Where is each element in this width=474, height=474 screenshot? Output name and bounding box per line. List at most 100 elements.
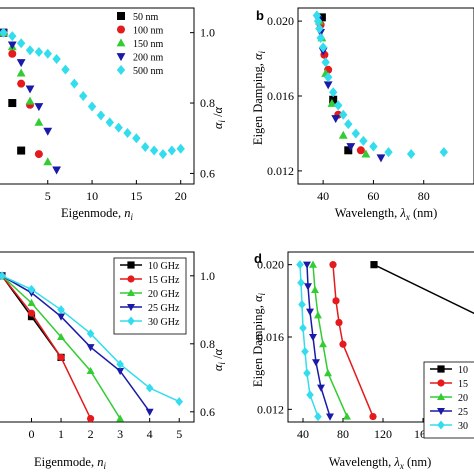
panel-b-point-500-nm xyxy=(313,16,323,27)
panel-d-legend-label-20-ghz: 20 xyxy=(458,393,468,404)
panel-d-x-axis-label: Wavelength, λx (nm) xyxy=(329,455,432,471)
panel-c-x-label-var: n xyxy=(97,455,103,469)
panel-a-point-500-nm xyxy=(34,47,44,57)
panel-c-x-tick-label: 3 xyxy=(117,427,123,441)
panel-a-frame xyxy=(0,7,195,185)
panel-d-x-tick-label: 120 xyxy=(374,427,392,441)
panel-c-point-20-ghz xyxy=(57,332,66,341)
panel-c-x-label-sub: i xyxy=(103,461,106,471)
panel-b-x-label-var: λ xyxy=(399,206,406,220)
panel-c-point-30-ghz xyxy=(27,284,36,294)
panel-b-point-500-nm xyxy=(384,147,393,158)
panel-a-point-500-nm xyxy=(0,27,8,38)
panel-a-y-tick-label: 1.0 xyxy=(200,26,215,40)
panel-a-right-y-label-alpha2: α xyxy=(211,106,225,113)
panel-b-point-500-nm xyxy=(321,57,330,68)
panel-d-point-25-ghz xyxy=(309,333,317,342)
panel-b-point-50-nm xyxy=(344,146,353,155)
panel-a-point-500-nm xyxy=(167,145,177,156)
panel-a-point-150-nm xyxy=(16,68,26,77)
panel-c-legend-label-20-ghz: 20 GHz xyxy=(148,289,180,300)
panel-a-x-label-var: n xyxy=(124,206,130,220)
panel-b-point-200-nm xyxy=(323,81,333,90)
panel-a-markers xyxy=(0,27,185,175)
panel-b-y-label-var: α xyxy=(251,53,265,60)
panel-a-point-200-nm xyxy=(34,103,44,112)
panel-d-point-25-ghz xyxy=(326,413,334,421)
panel-c-legend-marker-15-ghz xyxy=(127,275,135,283)
panel-c-x-tick-label: 5 xyxy=(176,427,182,441)
panel-d-line-15-ghz xyxy=(332,264,374,417)
panel-a-x-label-sub: i xyxy=(130,212,133,222)
panel-d-x-tick-label: 40 xyxy=(297,427,309,441)
panel-b-point-500-nm xyxy=(439,147,449,158)
panel-b-point-500-nm xyxy=(316,32,325,43)
panel-c-point-30-ghz xyxy=(116,359,124,369)
panel-b-y-tick-label: 0.020 xyxy=(267,14,294,28)
panel-a-legend-label-500-nm: 500 nm xyxy=(133,66,164,77)
panel-c-point-30-ghz xyxy=(175,397,184,407)
panel-c: 0 1 2 3 4 5 0.6 0.8 1.0 10 GHz 15 GHz 20 GHz 25 GH… xyxy=(0,251,227,471)
panel-d-legend: 10 15 20 25 30 xyxy=(423,361,474,439)
panel-d-point-20-ghz xyxy=(309,260,317,268)
panel-b-point-500-nm xyxy=(318,42,328,53)
panel-c-line-25-ghz xyxy=(1,275,151,413)
panel-c-point-15-ghz xyxy=(86,415,95,422)
panel-d-point-25-ghz xyxy=(304,283,312,291)
panel-c-point-20-ghz xyxy=(86,366,95,375)
panel-b-point-200-nm xyxy=(376,154,386,163)
panel-a-point-500-nm xyxy=(43,48,52,59)
panel-a-point-500-nm xyxy=(105,117,114,128)
panel-c-point-15-ghz xyxy=(57,353,65,361)
panel-a-legend-label-200-nm: 200 nm xyxy=(133,53,164,64)
panel-a-point-500-nm xyxy=(70,78,79,89)
panel-d-point-20-ghz xyxy=(319,340,327,348)
panel-c-x-tick-label: 0 xyxy=(29,427,35,441)
panel-c-right-y-label-alpha2: α xyxy=(211,348,225,355)
panel-c-x-label-text: Eigenmode, xyxy=(34,455,97,469)
panel-a-right-y-label-sub: i xyxy=(217,120,227,123)
panel-a-point-500-nm xyxy=(149,145,159,156)
panel-b-letter: b xyxy=(256,8,264,23)
panel-d-point-10-ghz xyxy=(370,261,378,269)
panel-d-point-15-ghz xyxy=(329,261,337,269)
panel-b-point-500-nm xyxy=(351,128,361,139)
panel-a-point-500-nm xyxy=(96,110,106,121)
panel-a-point-150-nm xyxy=(34,117,44,126)
panel-a-right-y-ticks: 0.6 0.8 1.0 xyxy=(190,26,215,180)
panel-a-point-200-nm xyxy=(7,41,17,50)
panel-d-point-25-ghz xyxy=(312,359,320,367)
panel-d-y-label-text: Eigen Damping, xyxy=(251,302,265,387)
panel-c-x-tick-label: 4 xyxy=(147,427,153,441)
panel-a-point-200-nm xyxy=(25,85,35,94)
panel-a-point-500-nm xyxy=(132,133,141,144)
panel-c-legend-marker-25-ghz xyxy=(127,303,135,312)
panel-a-point-150-nm xyxy=(25,96,35,105)
panel-b-point-500-nm xyxy=(334,100,343,111)
panel-c-point-30-ghz xyxy=(0,271,6,281)
panel-b-point-500-nm xyxy=(329,87,338,98)
panel-a-x-label-text: Eigenmode, xyxy=(61,206,124,220)
panel-d-point-25-ghz xyxy=(303,261,311,269)
panel-c-legend-label-15-ghz: 15 GHz xyxy=(148,275,180,286)
panel-d-point-20-ghz xyxy=(324,369,332,377)
panel-a-legend-marker-200-nm xyxy=(116,53,126,62)
panel-a-point-50-nm xyxy=(8,99,17,108)
panel-d-y-label-sub: i xyxy=(257,292,267,295)
panel-b-y-label-sub: i xyxy=(257,50,267,53)
panel-c-x-tick-label: 1 xyxy=(58,427,64,441)
panel-a-x-tick-label: 5 xyxy=(45,189,51,203)
panel-d-point-30-ghz xyxy=(297,278,305,288)
panel-d-y-tick-label: 0.020 xyxy=(257,258,284,272)
panel-d-line-20-ghz xyxy=(312,264,348,417)
panel-d-point-30-ghz xyxy=(306,390,314,400)
panel-b-y-tick-label: 0.012 xyxy=(267,164,294,178)
panel-c-point-25-ghz xyxy=(145,408,154,416)
panel-d-y-axis-label: Eigen Damping, αi xyxy=(251,292,267,387)
panel-a-point-500-nm xyxy=(16,38,26,49)
panel-d-x-label-text: Wavelength, xyxy=(329,455,395,469)
panel-c-series xyxy=(0,271,184,422)
panel-d-point-15-ghz xyxy=(332,297,340,305)
panel-a-x-axis-label: Eigenmode, ni xyxy=(61,206,133,222)
